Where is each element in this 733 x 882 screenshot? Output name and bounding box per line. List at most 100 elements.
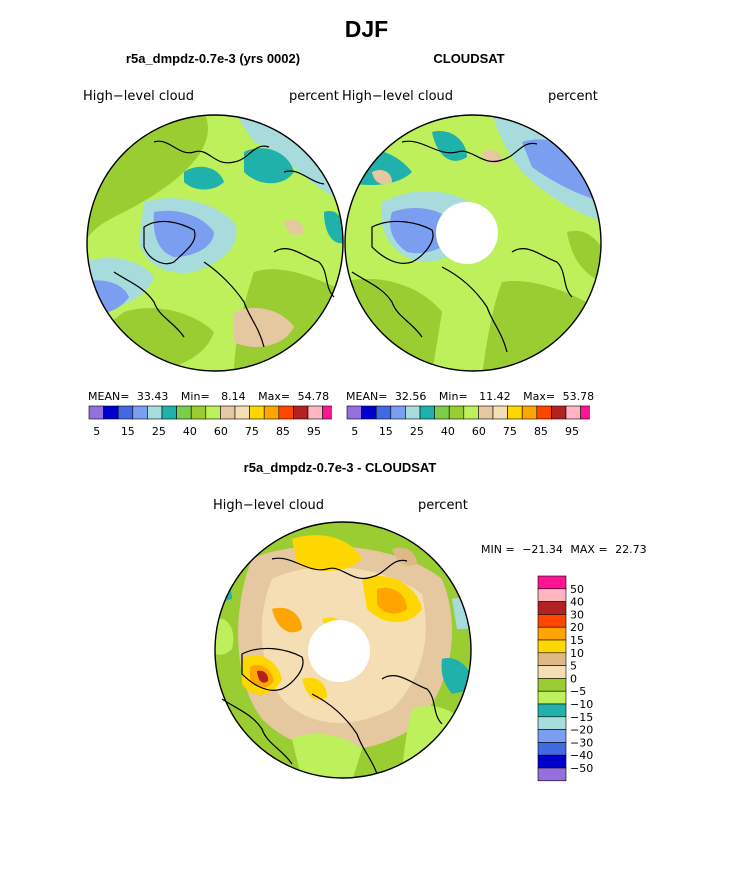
min-label: Min= bbox=[180, 390, 210, 403]
colorbar-swatch bbox=[220, 405, 236, 420]
max-value: 54.78 bbox=[297, 390, 330, 403]
colorbar-swatch bbox=[551, 405, 567, 420]
colorbar-swatch bbox=[361, 405, 377, 420]
colorbar-tick-label: −50 bbox=[570, 762, 593, 775]
colorbar-swatch bbox=[161, 405, 177, 420]
colorbar-swatch bbox=[448, 405, 465, 420]
colorbar-model: 5 15 25 40 60 75 85 95 bbox=[88, 405, 332, 438]
colorbar-tick-label: 30 bbox=[570, 608, 584, 621]
colorbar-tick-label: 85 bbox=[534, 425, 548, 438]
colorbar-tick-label: 85 bbox=[276, 425, 290, 438]
colorbar-tick-label: 5 bbox=[93, 425, 100, 438]
colorbar-swatch bbox=[132, 405, 148, 420]
colorbar-tick-label: 5 bbox=[570, 660, 577, 673]
max-value: 22.73 bbox=[615, 543, 647, 556]
min-label: MIN = bbox=[481, 543, 515, 556]
panel-model-variable: High−level cloud bbox=[83, 89, 195, 104]
colorbar-tick-label: −15 bbox=[570, 711, 593, 724]
colorbar-tick-label: 95 bbox=[307, 425, 321, 438]
colorbar-tick-label: −20 bbox=[570, 724, 593, 737]
panel-model-title: r5a_dmpdz-0.7e-3 (yrs 0002) bbox=[125, 51, 301, 66]
colorbar-swatch bbox=[537, 690, 567, 705]
colorbar-swatch bbox=[249, 405, 265, 420]
colorbar-swatch bbox=[346, 405, 362, 420]
colorbar-swatch bbox=[492, 405, 508, 420]
max-label: Max= bbox=[258, 390, 291, 403]
min-label: Min= bbox=[438, 390, 468, 403]
colorbar-swatch bbox=[103, 405, 119, 420]
min-value: 8.14 bbox=[221, 390, 246, 403]
colorbar-tick-label: 40 bbox=[570, 596, 584, 609]
map-obs bbox=[344, 114, 602, 372]
panel-model-units: percent bbox=[289, 89, 339, 104]
mean-label: MEAN= bbox=[88, 390, 130, 403]
colorbar-swatch bbox=[405, 405, 421, 420]
colorbar-swatch bbox=[537, 601, 567, 615]
map-model bbox=[86, 114, 344, 372]
colorbar-swatch bbox=[507, 405, 523, 420]
colorbar-swatch bbox=[478, 405, 494, 420]
colorbar-tick-label: 0 bbox=[570, 672, 577, 685]
panel-obs-stats: MEAN= 32.56 Min= 11.42 Max= 53.78 bbox=[346, 390, 594, 403]
colorbar-tick-label: −10 bbox=[570, 698, 593, 711]
colorbar-tick-label: −40 bbox=[570, 749, 593, 762]
min-value: 11.42 bbox=[479, 390, 511, 403]
mean-value: 32.56 bbox=[394, 390, 427, 403]
colorbar-tick-label: 5 bbox=[351, 425, 358, 438]
colorbar-swatch bbox=[278, 405, 294, 420]
colorbar-swatch bbox=[565, 405, 581, 420]
colorbar-swatch bbox=[537, 742, 567, 756]
colorbar-obs: 5 15 25 40 60 75 85 95 bbox=[346, 405, 590, 438]
colorbar-swatch bbox=[307, 405, 323, 420]
colorbar-swatch bbox=[537, 665, 567, 679]
colorbar-tick-label: −30 bbox=[570, 736, 593, 749]
panel-diff-units: percent bbox=[418, 498, 468, 513]
colorbar-tick-label: 60 bbox=[214, 425, 228, 438]
colorbar-swatch bbox=[419, 405, 435, 420]
colorbar-tick-label: 50 bbox=[570, 583, 584, 596]
colorbar-swatch bbox=[176, 405, 192, 420]
max-label: MAX = bbox=[570, 543, 608, 556]
colorbar-swatch bbox=[537, 767, 567, 782]
map-diff bbox=[214, 521, 472, 779]
colorbar-tick-label: 20 bbox=[570, 621, 584, 634]
colorbar-swatch bbox=[537, 588, 567, 602]
min-value: −21.34 bbox=[522, 543, 563, 556]
main-title: DJF bbox=[344, 16, 389, 42]
colorbar-tick-label: 15 bbox=[570, 634, 584, 647]
mean-label: MEAN= bbox=[346, 390, 388, 403]
colorbar-tick-label: 25 bbox=[152, 425, 166, 438]
colorbar-swatch bbox=[537, 626, 567, 641]
colorbar-swatch bbox=[580, 405, 590, 420]
colorbar-tick-label: 75 bbox=[503, 425, 517, 438]
colorbar-swatch bbox=[537, 639, 567, 654]
colorbar-swatch bbox=[234, 405, 250, 420]
colorbar-swatch bbox=[117, 405, 134, 420]
panel-obs-units: percent bbox=[548, 89, 598, 104]
colorbar-swatch bbox=[293, 405, 309, 420]
colorbar-swatch bbox=[88, 405, 104, 420]
max-value: 53.78 bbox=[562, 390, 595, 403]
colorbar-swatch bbox=[463, 405, 479, 420]
colorbar-swatch bbox=[537, 678, 567, 692]
colorbar-tick-label: 15 bbox=[121, 425, 135, 438]
panel-model-stats: MEAN= 33.43 Min= 8.14 Max= 54.78 bbox=[88, 390, 329, 403]
colorbar-swatch bbox=[434, 405, 450, 420]
colorbar-swatch bbox=[521, 405, 538, 420]
colorbar-tick-label: 40 bbox=[441, 425, 455, 438]
colorbar-swatch bbox=[537, 754, 567, 769]
panel-obs-variable: High−level cloud bbox=[342, 89, 454, 104]
panel-obs-title: CLOUDSAT bbox=[433, 51, 505, 66]
colorbar-tick-label: 25 bbox=[410, 425, 424, 438]
colorbar-swatch bbox=[190, 405, 207, 420]
colorbar-tick-label: 75 bbox=[245, 425, 259, 438]
colorbar-tick-label: 10 bbox=[570, 647, 584, 660]
colorbar-swatch bbox=[322, 405, 332, 420]
colorbar-swatch bbox=[536, 405, 552, 420]
panel-diff-stats: MIN = −21.34 MAX = 22.73 bbox=[481, 543, 647, 556]
colorbar-swatch bbox=[537, 652, 567, 666]
colorbar-swatch bbox=[537, 729, 567, 743]
colorbar-swatch bbox=[537, 716, 567, 730]
mean-value: 33.43 bbox=[136, 390, 169, 403]
